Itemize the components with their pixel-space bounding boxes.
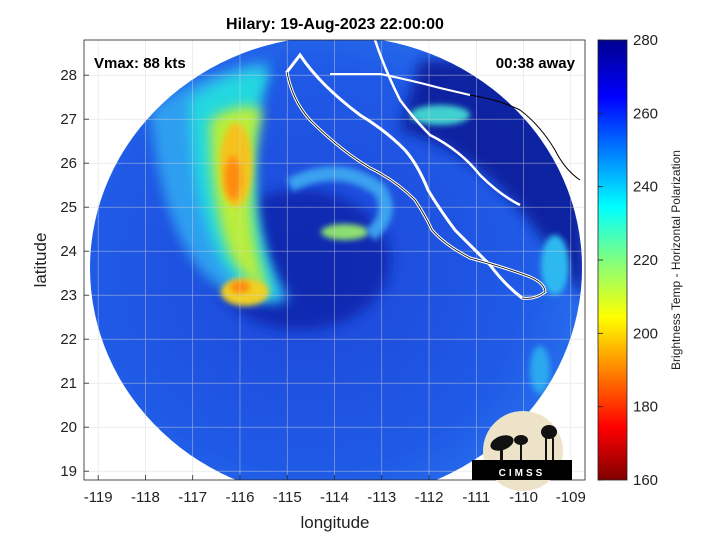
gulf-band xyxy=(410,105,470,125)
x-tick-label: -116 xyxy=(226,489,255,506)
colorbar-tick-label: 160 xyxy=(633,472,658,489)
x-tick-label: -118 xyxy=(131,489,160,506)
y-tick-label: 26 xyxy=(60,155,77,172)
vmax-label: Vmax: 88 kts xyxy=(94,55,186,72)
y-tick-label: 20 xyxy=(60,419,77,436)
cimss-logo: CIMSS xyxy=(472,411,572,491)
x-tick-label: -110 xyxy=(509,489,538,506)
x-tick-label: -119 xyxy=(84,489,113,506)
y-tick-label: 22 xyxy=(60,331,77,348)
logo-text: CIMSS xyxy=(499,468,546,479)
x-tick-label: -113 xyxy=(367,489,396,506)
microwave-swath xyxy=(90,40,582,480)
y-ticks: 19 20 21 22 23 24 25 26 27 28 xyxy=(60,67,89,480)
x-tick-label: -109 xyxy=(556,489,586,506)
colorbar-tick-label: 260 xyxy=(633,105,658,122)
y-tick-label: 27 xyxy=(60,111,77,128)
x-ticks: -119 -118 -117 -116 -115 -114 -113 -112 -111 -110… xyxy=(84,475,586,506)
time-away-label: 00:38 away xyxy=(496,55,576,72)
y-tick-label: 19 xyxy=(60,463,77,480)
y-tick-label: 21 xyxy=(60,375,77,392)
y-axis-label: latitude xyxy=(31,233,50,288)
colorbar-ticks: 160 180 200 220 240 260 280 xyxy=(598,32,658,489)
chart-title: Hilary: 19-Aug-2023 22:00:00 xyxy=(226,16,444,33)
eye-wall xyxy=(321,224,369,240)
y-tick-label: 24 xyxy=(60,243,77,260)
colorbar-tick-label: 200 xyxy=(633,325,658,342)
colorbar-tick-label: 180 xyxy=(633,399,658,416)
colorbar-label: Brightness Temp - Horizontal Polarizatio… xyxy=(669,150,683,370)
coastline xyxy=(285,40,581,300)
x-tick-label: -111 xyxy=(462,489,490,506)
x-tick-label: -114 xyxy=(320,489,349,506)
y-tick-label: 28 xyxy=(60,67,77,84)
x-tick-label: -112 xyxy=(415,489,444,506)
colorbar-tick-label: 220 xyxy=(633,252,658,269)
y-tick-label: 25 xyxy=(60,199,77,216)
colorbar-tick-label: 240 xyxy=(633,179,658,196)
y-tick-label: 23 xyxy=(60,287,77,304)
x-axis-label: longitude xyxy=(300,513,369,532)
x-tick-label: -117 xyxy=(178,489,207,506)
x-tick-label: -115 xyxy=(273,489,302,506)
colorbar-tick-label: 280 xyxy=(633,32,658,49)
